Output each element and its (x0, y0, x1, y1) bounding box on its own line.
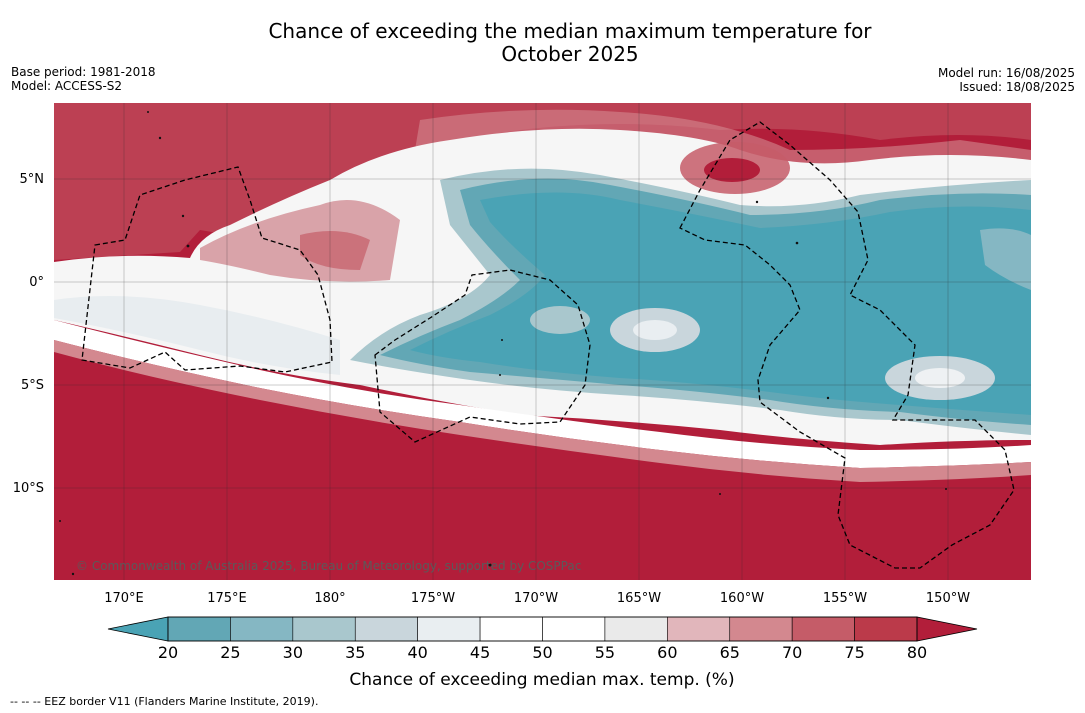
lon-label-165w: 165°W (617, 591, 661, 606)
gridlines (54, 103, 1031, 580)
colorbar-segment (230, 616, 294, 642)
colorbar-segment (479, 616, 543, 642)
island (499, 374, 501, 376)
colorbar-tick-label: 45 (470, 643, 490, 662)
colorbar-title: Chance of exceeding median max. temp. (%… (349, 670, 734, 690)
field-40-patch-east (915, 368, 965, 388)
title-line-1: Chance of exceeding the median maximum t… (268, 19, 872, 43)
colorbar-segment (167, 616, 231, 642)
field-70-south-band (54, 340, 1031, 482)
island (826, 396, 830, 400)
lon-label-155w: 155°W (823, 591, 867, 606)
meta-right: Model run: 16/08/2025 Issued: 18/08/2025 (938, 66, 1075, 94)
issued-date: Issued: 18/08/2025 (959, 80, 1075, 94)
eez-borders (81, 121, 1015, 569)
lon-label-150w: 150°W (926, 591, 970, 606)
colorbar-segment (667, 616, 731, 642)
island (795, 241, 799, 245)
field-20-east (410, 192, 1031, 415)
lon-label-170e: 170°E (104, 591, 144, 606)
colorbar-tick-label: 40 (407, 643, 427, 662)
island (501, 339, 503, 341)
lon-label-160w: 160°W (720, 591, 764, 606)
island (488, 563, 492, 567)
map-title: Chance of exceeding the median maximum t… (0, 20, 1085, 66)
island (186, 244, 190, 248)
lon-label-170w: 170°W (514, 591, 558, 606)
colorbar-segment (292, 616, 356, 642)
field-40-southwest (54, 296, 340, 375)
field-80-blob (704, 158, 760, 182)
lon-label-175e: 175°E (207, 591, 247, 606)
lat-label-5s: 5°S (21, 378, 44, 393)
colorbar-under-arrow (107, 616, 169, 642)
island (945, 488, 947, 490)
copyright-text: © Commonwealth of Australia 2025, Bureau… (76, 559, 581, 573)
field-50-south-band (54, 320, 1031, 468)
colorbar-tick-label: 65 (720, 643, 740, 662)
island (71, 572, 75, 576)
colorbar: 20 25 30 35 40 45 50 55 60 65 70 75 80 Chance of exc… (107, 616, 978, 690)
lat-label-5n: 5°N (20, 172, 45, 187)
lon-label-175w: 175°W (411, 591, 455, 606)
model-run: Model run: 16/08/2025 (937, 66, 1075, 80)
islands (59, 111, 947, 576)
probability-field (54, 103, 1031, 580)
latitude-labels: 5°N 0° 5°S 10°S (13, 172, 44, 496)
base-period: Base period: 1981-2018 (11, 65, 156, 79)
field-35-patch-mid (530, 306, 590, 334)
island (755, 200, 759, 204)
colorbar-segment (854, 616, 918, 642)
eez-border-west (81, 166, 333, 373)
colorbar-segment (417, 616, 481, 642)
meta-left: Base period: 1981-2018 Model: ACCESS-S2 (11, 65, 156, 93)
colorbar-tick-label: 80 (907, 643, 927, 662)
colorbar-tick-label: 50 (532, 643, 552, 662)
island (719, 493, 721, 495)
field-40-patch-central (633, 320, 677, 340)
island (59, 520, 61, 522)
colorbar-tick-label: 25 (220, 643, 240, 662)
colorbar-segment (729, 616, 793, 642)
model-name: Model: ACCESS-S2 (11, 79, 123, 93)
island (158, 136, 162, 140)
title-line-2: October 2025 (501, 42, 639, 66)
colorbar-tick-label: 30 (283, 643, 303, 662)
colorbar-tick-label: 35 (345, 643, 365, 662)
island (181, 214, 185, 218)
colorbar-tick-labels: 20 25 30 35 40 45 50 55 60 65 70 75 80 (158, 643, 927, 662)
longitude-labels: 170°E 175°E 180° 175°W 170°W 165°W 160°W… (104, 591, 970, 606)
colorbar-segment (542, 616, 606, 642)
field-30-patch-east (980, 228, 1031, 290)
colorbar-segments (167, 616, 918, 642)
eez-border-east (679, 121, 1015, 569)
colorbar-over-arrow (916, 616, 978, 642)
colorbar-tick-label: 75 (844, 643, 864, 662)
colorbar-segment (604, 616, 668, 642)
field-70-west (300, 231, 370, 270)
lat-label-0: 0° (29, 275, 44, 290)
lon-label-180: 180° (314, 591, 345, 606)
eez-legend-note: -- -- -- EEZ border V11 (Flanders Marine… (10, 695, 319, 708)
colorbar-frame (167, 616, 918, 642)
colorbar-segment (791, 616, 855, 642)
colorbar-tick-label: 70 (782, 643, 802, 662)
island (147, 111, 149, 113)
colorbar-segment (354, 616, 418, 642)
lat-label-10s: 10°S (13, 481, 44, 496)
colorbar-tick-label: 60 (657, 643, 677, 662)
colorbar-tick-label: 55 (595, 643, 615, 662)
eez-border-central (374, 269, 591, 443)
colorbar-tick-label: 20 (158, 643, 178, 662)
